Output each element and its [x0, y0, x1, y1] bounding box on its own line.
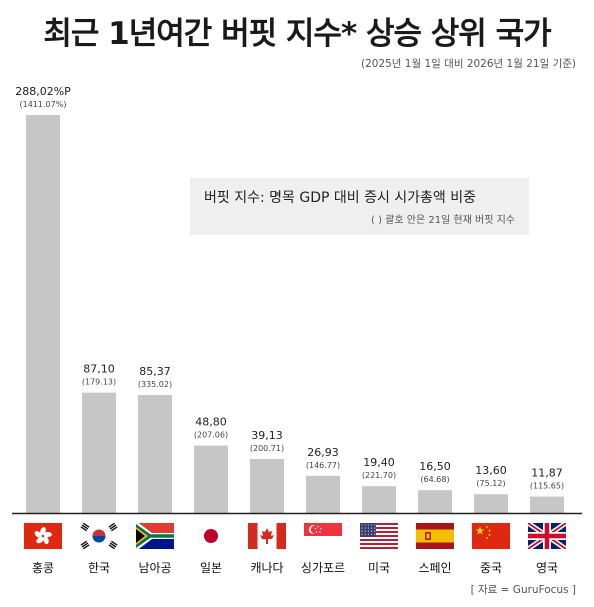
source-note: [ 자료 = GuruFocus ]	[470, 584, 576, 596]
data-label: 39,13	[251, 429, 283, 442]
south-africa-flag-icon	[136, 523, 174, 549]
category-label: 미국	[368, 561, 390, 575]
japan-flag-icon	[192, 523, 230, 549]
data-label: 16,50	[419, 460, 451, 473]
data-label: 87,10	[83, 363, 115, 376]
current-index-label: (146.77)	[306, 461, 340, 470]
current-index-label: (221.70)	[362, 471, 396, 480]
data-label: 19,40	[363, 456, 395, 469]
category-label: 캐나다	[250, 561, 283, 575]
bar	[82, 392, 116, 513]
data-label: 26,93	[307, 446, 339, 459]
legend-note: ( ) 괄호 안은 21일 현재 버핏 지수	[371, 215, 515, 226]
bar	[362, 486, 396, 513]
category-label: 싱가포르	[301, 561, 345, 575]
bar	[194, 445, 228, 513]
category-label: 스페인	[418, 561, 451, 575]
category-label: 남아공	[138, 561, 171, 575]
usa-flag-icon	[360, 523, 398, 549]
current-index-label: (64.68)	[420, 475, 449, 484]
bar	[306, 475, 340, 513]
korea-flag-icon	[80, 523, 118, 549]
current-index-label: (1411.07%)	[20, 100, 67, 109]
legend-definition: 버핏 지수: 명목 GDP 대비 증시 시가총액 비중	[204, 190, 477, 206]
canada-flag-icon	[248, 523, 286, 549]
bar	[418, 490, 452, 513]
data-label: 85,37	[139, 365, 171, 378]
singapore-flag-icon	[304, 523, 342, 549]
current-index-label: (335.02)	[138, 380, 172, 389]
category-label: 중국	[480, 561, 502, 575]
current-index-label: (200.71)	[250, 444, 284, 453]
data-label: 13,60	[475, 464, 507, 477]
data-label: 48,80	[195, 416, 227, 429]
legend-box: 버핏 지수: 명목 GDP 대비 증시 시가총액 비중 ( ) 괄호 안은 21…	[190, 178, 529, 235]
bar	[530, 496, 564, 513]
current-index-label: (179.13)	[82, 378, 116, 387]
current-index-label: (115.65)	[530, 482, 564, 491]
category-label: 일본	[200, 561, 222, 575]
current-index-label: (75.12)	[476, 479, 505, 488]
chart-subtitle: (2025년 1월 1일 대비 2026년 1월 21일 기준)	[360, 58, 576, 70]
china-flag-icon	[472, 523, 510, 549]
current-index-label: (207.06)	[194, 431, 228, 440]
bar	[250, 458, 284, 513]
hongkong-flag-icon	[24, 523, 62, 549]
spain-flag-icon	[416, 523, 454, 549]
category-label: 한국	[88, 561, 110, 575]
chart-title: 최근 1년여간 버핏 지수* 상승 상위 국가	[43, 16, 551, 52]
bar	[474, 494, 508, 513]
category-label: 영국	[536, 561, 558, 575]
category-label: 홍콩	[32, 561, 54, 575]
data-label: 11,87	[531, 467, 563, 480]
bar	[138, 395, 172, 513]
bar	[26, 115, 60, 513]
uk-flag-icon	[528, 523, 566, 549]
data-label: 288,02%P	[15, 85, 71, 98]
